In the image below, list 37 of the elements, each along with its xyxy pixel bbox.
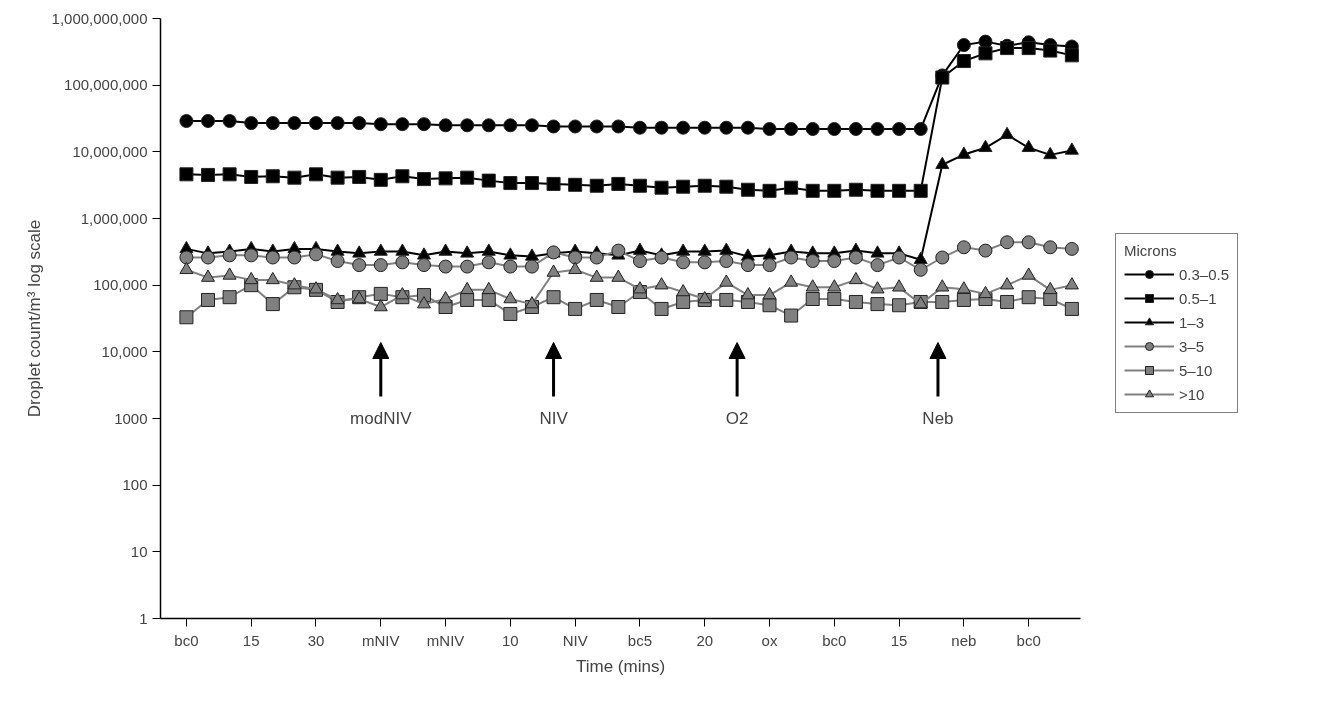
annotation: Neb xyxy=(922,409,954,428)
y-tick-label: 100,000 xyxy=(93,276,148,294)
annotation: NIV xyxy=(539,409,569,428)
legend-label: 0.3–0.5 xyxy=(1179,265,1230,283)
y-tick-label: 1 xyxy=(139,609,148,627)
legend-label: >10 xyxy=(1179,385,1205,403)
x-tick-label: 15 xyxy=(242,631,260,649)
x-tick-label: 20 xyxy=(696,631,714,649)
x-tick-label: 15 xyxy=(890,631,908,649)
annotation: modNIV xyxy=(350,409,413,428)
x-axis-title: Time (mins) xyxy=(575,656,666,676)
y-tick-label: 10 xyxy=(130,542,148,560)
legend-label: 3–5 xyxy=(1179,337,1205,355)
x-tick-label: neb xyxy=(951,631,977,649)
x-tick-label: 10 xyxy=(502,631,519,649)
y-tick-label: 1,000,000,000 xyxy=(51,9,148,27)
x-tick-label: bc0 xyxy=(1016,631,1041,649)
y-tick-label: 100 xyxy=(122,476,148,494)
x-tick-label: mNIV xyxy=(426,631,465,649)
x-tick-label: NIV xyxy=(562,631,588,649)
y-tick-label: 1,000,000 xyxy=(80,209,148,227)
y-tick-label: 10,000 xyxy=(101,342,148,360)
x-tick-label: 30 xyxy=(307,631,325,649)
y-axis-title: Droplet count/m³ log scale xyxy=(24,219,44,418)
legend-title: Microns xyxy=(1124,242,1178,259)
y-tick-label: 100,000,000 xyxy=(64,76,148,94)
x-tick-label: bc5 xyxy=(627,631,653,649)
x-tick-label: mNIV xyxy=(362,631,400,649)
legend-label: 1–3 xyxy=(1179,313,1205,331)
x-tick-label: ox xyxy=(761,631,778,649)
x-tick-label: bc0 xyxy=(174,631,199,649)
legend-label: 0.5–1 xyxy=(1179,289,1217,307)
x-tick-label: bc0 xyxy=(822,631,847,649)
y-tick-label: 1000 xyxy=(114,409,148,427)
y-tick-label: 10,000,000 xyxy=(72,142,148,160)
annotation: O2 xyxy=(725,409,749,428)
legend-label: 5–10 xyxy=(1179,361,1213,379)
